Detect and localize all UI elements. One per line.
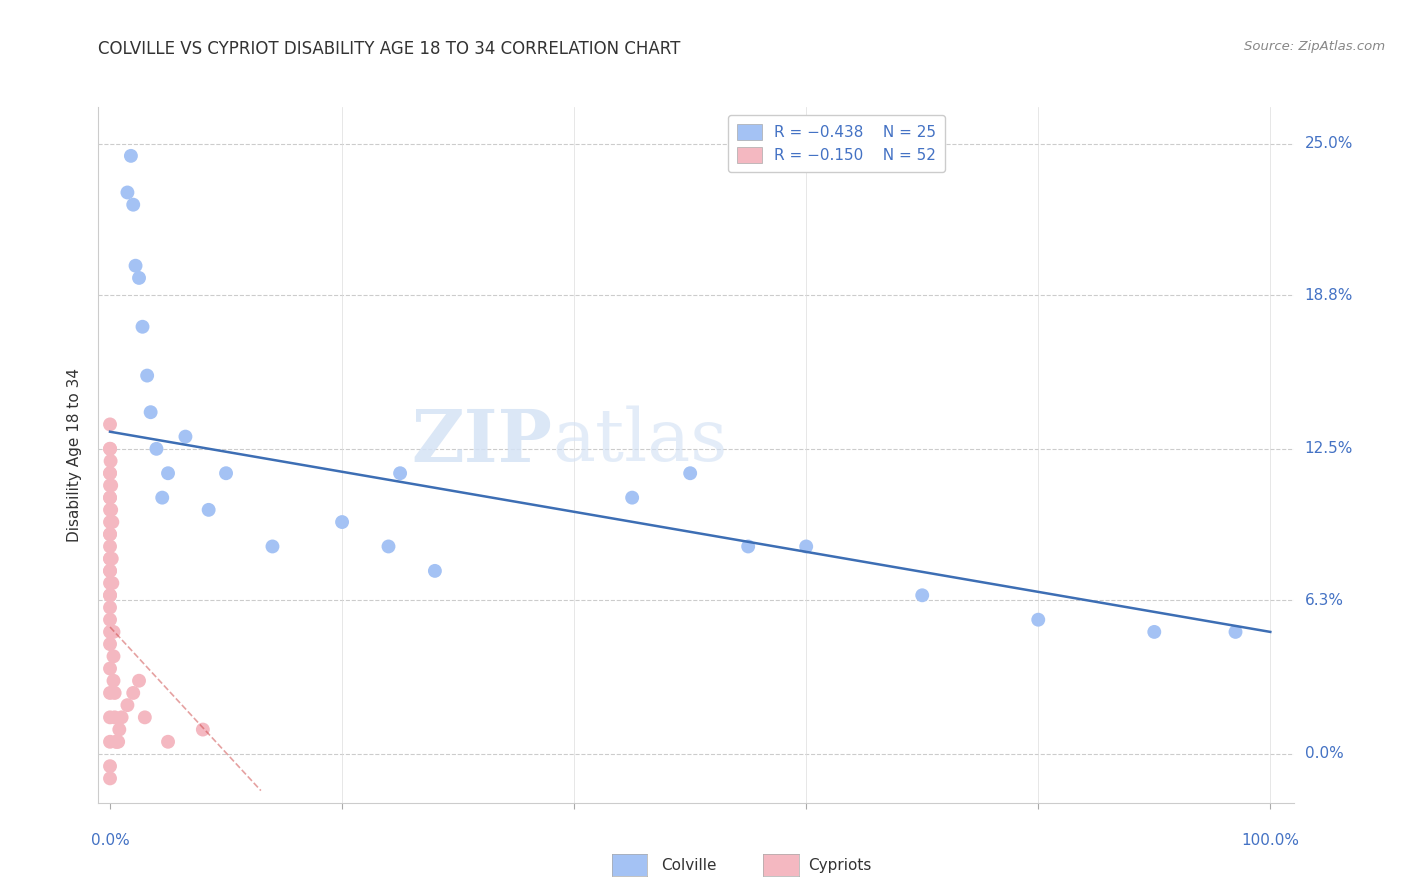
Point <box>98 588 121 602</box>
Point <box>98 735 121 749</box>
Point <box>104 735 127 749</box>
Text: ZIP: ZIP <box>412 406 553 476</box>
Point <box>98 467 121 481</box>
Point <box>98 710 121 724</box>
Point <box>98 624 121 639</box>
Point <box>98 564 121 578</box>
Point <box>103 624 125 639</box>
Text: Source: ZipAtlas.com: Source: ZipAtlas.com <box>1244 40 1385 54</box>
Point <box>98 661 121 675</box>
Point <box>134 710 156 724</box>
Point <box>98 600 121 615</box>
Text: 100.0%: 100.0% <box>1241 833 1299 848</box>
Point <box>117 186 139 200</box>
Point <box>98 527 121 541</box>
Point <box>98 686 121 700</box>
Point <box>139 405 162 419</box>
Point <box>423 564 446 578</box>
Point <box>174 429 197 443</box>
Point <box>98 442 121 456</box>
Point <box>330 515 353 529</box>
Point <box>100 503 122 517</box>
Point <box>104 686 127 700</box>
Point <box>197 503 219 517</box>
Text: 18.8%: 18.8% <box>1305 287 1353 302</box>
Point <box>98 478 121 492</box>
Point <box>150 491 173 505</box>
Point <box>98 564 121 578</box>
Point <box>389 467 412 481</box>
Text: Colville: Colville <box>661 858 716 872</box>
Point <box>107 735 129 749</box>
Point <box>1026 613 1049 627</box>
Point <box>262 540 284 554</box>
Point <box>100 454 122 468</box>
Point <box>101 515 124 529</box>
Text: 12.5%: 12.5% <box>1305 442 1353 457</box>
Point <box>131 319 153 334</box>
Point <box>157 735 180 749</box>
Point <box>145 442 167 456</box>
Point <box>157 467 180 481</box>
Point <box>98 515 121 529</box>
Point <box>128 271 150 285</box>
Point <box>737 540 759 554</box>
Text: Cypriots: Cypriots <box>808 858 872 872</box>
Point <box>98 588 121 602</box>
Point <box>98 576 121 591</box>
Point <box>191 723 214 737</box>
Legend: R = −0.438    N = 25, R = −0.150    N = 52: R = −0.438 N = 25, R = −0.150 N = 52 <box>728 115 945 172</box>
Point <box>679 467 702 481</box>
Point <box>98 772 121 786</box>
Text: 6.3%: 6.3% <box>1305 592 1344 607</box>
Point <box>98 417 121 432</box>
Point <box>128 673 150 688</box>
Point <box>98 551 121 566</box>
Point <box>98 613 121 627</box>
Text: atlas: atlas <box>553 406 728 476</box>
Point <box>98 759 121 773</box>
Text: COLVILLE VS CYPRIOT DISABILITY AGE 18 TO 34 CORRELATION CHART: COLVILLE VS CYPRIOT DISABILITY AGE 18 TO… <box>98 40 681 58</box>
Point <box>621 491 644 505</box>
Point <box>911 588 934 602</box>
Point <box>122 686 145 700</box>
Point <box>1225 624 1247 639</box>
Point <box>108 723 131 737</box>
Point <box>100 478 122 492</box>
Point <box>117 698 139 713</box>
Point <box>98 467 121 481</box>
Point <box>98 503 121 517</box>
Point <box>122 197 145 211</box>
Point <box>105 735 128 749</box>
Point <box>103 649 125 664</box>
Point <box>215 467 238 481</box>
Point <box>98 442 121 456</box>
Point <box>98 491 121 505</box>
Point <box>103 673 125 688</box>
Text: 0.0%: 0.0% <box>90 833 129 848</box>
Y-axis label: Disability Age 18 to 34: Disability Age 18 to 34 <box>67 368 83 542</box>
Point <box>98 540 121 554</box>
Point <box>98 491 121 505</box>
Point <box>377 540 399 554</box>
Point <box>111 710 134 724</box>
Point <box>120 149 142 163</box>
Point <box>98 527 121 541</box>
Point <box>98 551 121 566</box>
Point <box>794 540 817 554</box>
Point <box>136 368 159 383</box>
Point <box>101 576 124 591</box>
Point <box>98 637 121 651</box>
Text: 25.0%: 25.0% <box>1305 136 1353 151</box>
Text: 0.0%: 0.0% <box>1305 747 1343 762</box>
Point <box>104 710 127 724</box>
Point <box>1143 624 1166 639</box>
Point <box>124 259 146 273</box>
Point <box>100 551 122 566</box>
